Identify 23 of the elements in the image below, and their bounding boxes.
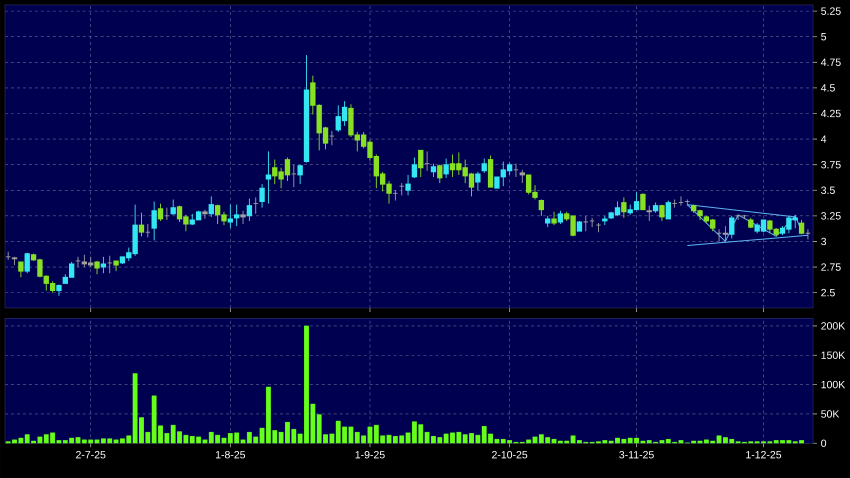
y-tick-label: 3.25 bbox=[821, 212, 841, 220]
y-tick-label: 2.5 bbox=[821, 288, 835, 296]
x-tick-label: 3-11-25 bbox=[619, 450, 654, 458]
y-tick-label: 3.75 bbox=[821, 160, 841, 168]
x-tick-label: 1-8-25 bbox=[216, 450, 246, 458]
y-tick-label: 4.25 bbox=[820, 110, 841, 118]
y-tick-label: 4.5 bbox=[820, 84, 835, 92]
x-tick-label: 2-7-25 bbox=[76, 450, 106, 458]
y-tick-label: 0 bbox=[821, 440, 826, 448]
y-tick-label: 4 bbox=[820, 135, 826, 143]
x-tick-label: 1-9-25 bbox=[356, 450, 385, 458]
y-tick-label: 200K bbox=[821, 322, 846, 330]
y-tick-label: 5.25 bbox=[821, 7, 841, 15]
y-tick-label: 5 bbox=[821, 33, 826, 40]
y-tick-label: 3.5 bbox=[821, 186, 835, 194]
y-tick-label: 100K bbox=[822, 380, 846, 388]
x-tick-label: 1-12-25 bbox=[746, 450, 782, 458]
x-tick-label: 2-10-25 bbox=[492, 450, 528, 458]
y-tick-label: 2.75 bbox=[821, 263, 841, 271]
y-tick-label: 50K bbox=[821, 410, 840, 418]
y-tick-label: 4.75 bbox=[820, 58, 841, 66]
y-tick-label: 150K bbox=[822, 352, 846, 359]
y-tick-label: 3 bbox=[821, 238, 826, 246]
